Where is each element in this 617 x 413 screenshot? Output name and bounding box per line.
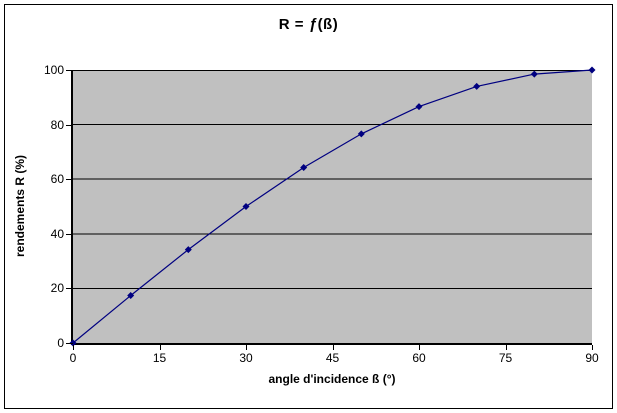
x-axis-tick-label: 15 [152,351,167,365]
chart-title: R = ƒ(ß) [278,16,339,33]
y-axis-tick-label: 100 [43,63,64,77]
x-axis-tick-mark [73,345,74,350]
plot-area [69,66,596,347]
y-axis-tick-label: 20 [50,281,64,296]
y-axis-tick-mark [66,343,73,344]
line-series-plot [69,66,596,347]
x-axis-tick-label: 30 [239,351,253,365]
y-axis-tick-mark [66,288,73,290]
y-axis-tick-label: 80 [50,117,64,132]
x-axis-tick-label: 0 [69,351,77,365]
y-axis-tick-mark [66,179,73,181]
y-axis-title: rendements R (%) [13,154,27,258]
y-axis-tick-mark [66,70,73,71]
x-axis-title: angle d'incidence ß (°) [268,372,396,386]
x-axis-tick-label: 45 [325,351,340,365]
x-axis-tick-mark [246,345,247,350]
x-axis-tick-mark [419,345,420,350]
x-axis-tick-mark [332,345,334,350]
x-axis-tick-label: 90 [585,351,599,365]
x-axis-tick-label: 75 [498,351,513,365]
y-axis-tick-label: 40 [50,226,64,241]
x-axis-tick-mark [592,345,593,350]
function-symbol: ƒ [308,16,318,33]
y-axis-tick-label: 0 [57,336,64,350]
x-axis-tick-mark [159,345,161,350]
x-axis-tick-label: 60 [412,351,426,365]
y-axis-tick-label: 60 [50,172,64,187]
y-axis-tick-mark [66,124,73,126]
y-axis-tick-mark [66,233,73,235]
x-axis-tick-mark [505,345,507,350]
